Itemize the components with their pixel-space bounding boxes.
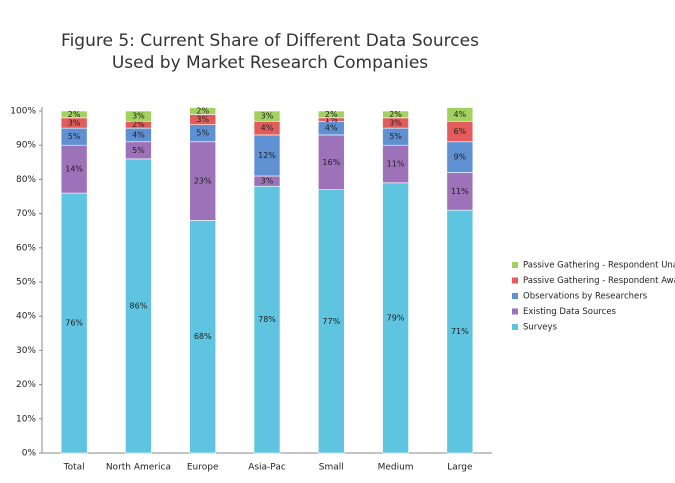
value-label: 76% bbox=[65, 319, 83, 328]
value-label: 9% bbox=[454, 153, 467, 162]
legend-label: Existing Data Sources bbox=[523, 307, 617, 317]
y-tick-label: 0% bbox=[22, 449, 37, 459]
y-tick-label: 10% bbox=[16, 414, 36, 424]
value-label: 16% bbox=[322, 158, 340, 167]
value-label: 2% bbox=[132, 120, 145, 129]
value-label: 4% bbox=[261, 124, 274, 133]
value-label: 4% bbox=[325, 124, 338, 133]
y-tick-label: 50% bbox=[16, 278, 36, 288]
value-label: 5% bbox=[389, 132, 402, 141]
bar-segment bbox=[60, 110, 88, 119]
bar-segment bbox=[253, 110, 281, 122]
bar-segment bbox=[253, 134, 281, 177]
value-label: 2% bbox=[68, 110, 81, 119]
x-tick-label: Small bbox=[319, 463, 344, 473]
bar-segment bbox=[382, 182, 409, 454]
bar-segment bbox=[446, 209, 474, 454]
y-tick-label: 20% bbox=[16, 380, 36, 390]
value-label: 71% bbox=[451, 327, 469, 336]
y-tick-label: 80% bbox=[16, 175, 36, 185]
bar-segment bbox=[189, 141, 217, 221]
value-label: 3% bbox=[132, 112, 145, 121]
x-tick-label: Asia-Pac bbox=[248, 463, 286, 473]
value-label: 5% bbox=[132, 146, 145, 155]
bar-segment bbox=[317, 189, 345, 454]
y-tick-label: 100% bbox=[10, 107, 36, 117]
value-label: 3% bbox=[261, 112, 274, 121]
value-label: 2% bbox=[196, 107, 209, 116]
bar-segment bbox=[189, 107, 217, 115]
legend-label: Passive Gathering - Respondent Aware bbox=[523, 276, 675, 286]
value-label: 3% bbox=[389, 118, 402, 127]
bar-segment bbox=[446, 107, 474, 122]
value-label: 68% bbox=[194, 332, 212, 341]
legend-swatch bbox=[512, 308, 518, 315]
bar-segment bbox=[317, 110, 345, 119]
x-tick-label: Europe bbox=[187, 463, 219, 473]
value-label: 2% bbox=[325, 110, 338, 119]
y-tick-label: 60% bbox=[16, 243, 36, 253]
bar-segment bbox=[446, 141, 474, 173]
bar-segment bbox=[125, 110, 152, 122]
value-label: 1% bbox=[325, 115, 338, 124]
value-label: 3% bbox=[68, 118, 81, 127]
legend-label: Observations by Researchers bbox=[523, 292, 648, 302]
y-tick-label: 90% bbox=[16, 141, 36, 151]
value-label: 11% bbox=[387, 160, 405, 169]
value-label: 12% bbox=[258, 151, 276, 160]
value-label: 11% bbox=[451, 187, 469, 196]
bar-segment bbox=[125, 158, 152, 454]
bar-segment bbox=[60, 144, 88, 194]
bar-segment bbox=[382, 110, 409, 119]
legend-swatch bbox=[512, 293, 518, 299]
x-tick-label: Medium bbox=[378, 463, 414, 473]
legend-label: Passive Gathering - Respondent Unaware bbox=[523, 261, 675, 271]
chart-title: Used by Market Research Companies bbox=[112, 53, 428, 73]
value-label: 4% bbox=[454, 110, 467, 119]
legend-swatch bbox=[512, 262, 518, 268]
y-tick-label: 70% bbox=[16, 209, 36, 219]
value-label: 5% bbox=[196, 129, 209, 138]
value-label: 3% bbox=[261, 177, 274, 186]
value-label: 79% bbox=[387, 313, 405, 322]
x-tick-label: Total bbox=[63, 463, 85, 473]
value-label: 6% bbox=[454, 127, 467, 136]
value-label: 5% bbox=[68, 132, 81, 141]
x-tick-label: Large bbox=[447, 463, 473, 473]
legend-swatch bbox=[512, 277, 518, 284]
legend-swatch bbox=[512, 324, 518, 330]
y-tick-label: 30% bbox=[16, 346, 36, 356]
legend-label: Surveys bbox=[523, 323, 558, 333]
value-label: 2% bbox=[389, 110, 402, 119]
value-label: 23% bbox=[194, 177, 212, 186]
bar-segment bbox=[317, 134, 345, 190]
value-label: 77% bbox=[322, 317, 340, 326]
bar-segment bbox=[446, 172, 474, 211]
chart-title: Figure 5: Current Share of Different Dat… bbox=[61, 31, 479, 51]
x-tick-label: North America bbox=[106, 463, 171, 473]
value-label: 3% bbox=[196, 115, 209, 124]
bar-segment bbox=[60, 192, 88, 454]
bar-segment bbox=[382, 144, 409, 184]
bar-segment bbox=[253, 185, 281, 454]
value-label: 4% bbox=[132, 130, 145, 139]
value-label: 14% bbox=[65, 165, 83, 174]
y-tick-label: 40% bbox=[16, 312, 36, 322]
value-label: 86% bbox=[130, 301, 148, 310]
value-label: 78% bbox=[258, 315, 276, 324]
